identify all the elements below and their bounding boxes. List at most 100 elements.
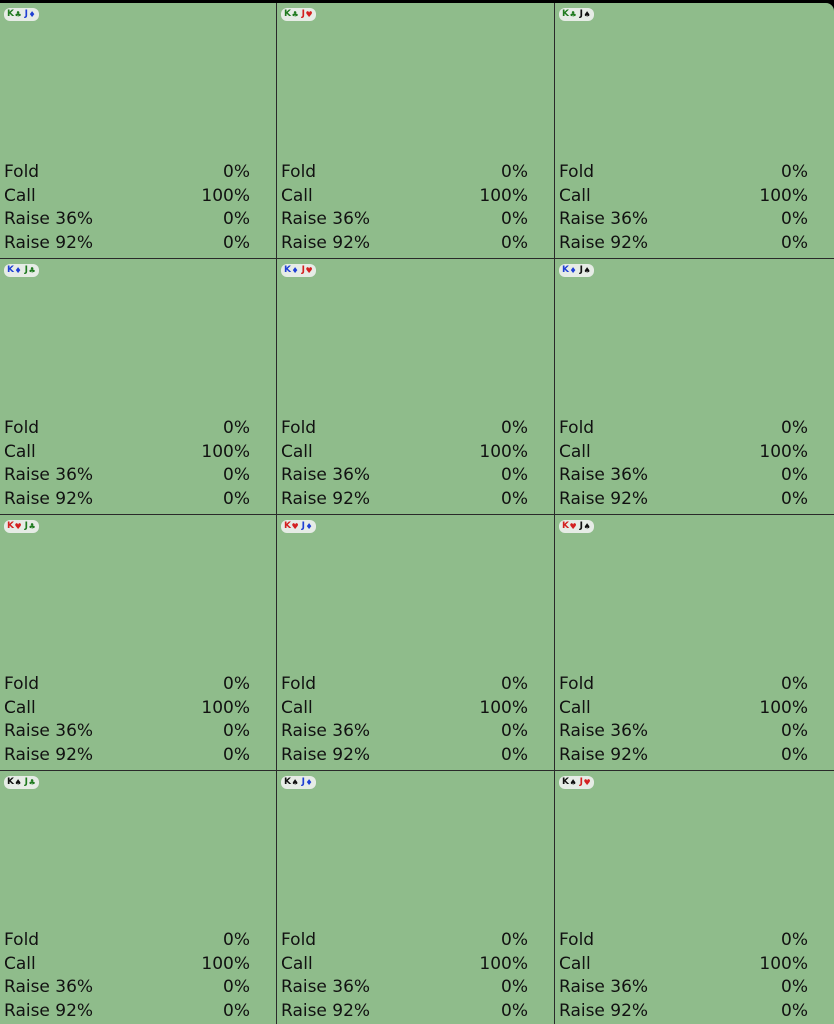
action-row: Call 100%: [559, 185, 808, 209]
club-suit-icon: ♣: [569, 10, 577, 19]
action-row: Fold 0%: [559, 929, 808, 953]
action-label: Raise 36%: [4, 721, 94, 741]
action-percentage: 100%: [479, 441, 528, 462]
card: K ♥: [562, 520, 577, 533]
hand-badge: K ♥ J ♦: [281, 520, 316, 533]
action-label: Call: [4, 441, 36, 462]
combo-cell[interactable]: K ♣ J ♦ Fold 0% Call 100% Raise 36% 0% Raise 92% 0%: [0, 3, 277, 259]
card-rank: K: [562, 9, 569, 19]
action-label: Raise 92%: [4, 232, 94, 253]
action-percentage: 0%: [223, 721, 250, 741]
card: K ♥: [284, 520, 299, 533]
club-suit-icon: ♣: [28, 266, 36, 275]
action-row: Raise 92% 0%: [559, 744, 808, 768]
action-row: Call 100%: [4, 697, 250, 721]
card-rank: J: [301, 521, 306, 531]
combo-cell[interactable]: K ♥ J ♠ Fold 0% Call 100% Raise 36% 0% Raise 92% 0%: [555, 515, 834, 771]
combo-cell[interactable]: K ♠ J ♦ Fold 0% Call 100% Raise 36% 0% Raise 92% 0%: [277, 771, 555, 1024]
card-rank: J: [24, 9, 29, 19]
action-percentage: 100%: [759, 441, 808, 462]
card-rank: K: [562, 521, 569, 531]
action-row: Fold 0%: [559, 417, 808, 441]
card: K ♠: [7, 776, 22, 789]
action-percentage: 0%: [501, 930, 528, 950]
action-label: Fold: [559, 162, 595, 182]
action-label: Raise 36%: [4, 977, 94, 997]
action-percentage: 0%: [501, 744, 528, 765]
action-percentage: 100%: [759, 953, 808, 974]
action-row: Raise 92% 0%: [4, 488, 250, 512]
action-row: Fold 0%: [281, 929, 528, 953]
action-label: Call: [4, 697, 36, 718]
action-label: Fold: [559, 930, 595, 950]
card: J ♦: [302, 520, 313, 533]
spade-suit-icon: ♠: [291, 778, 299, 787]
card-rank: J: [579, 777, 584, 787]
action-row: Raise 36% 0%: [281, 720, 528, 744]
action-percentage: 0%: [223, 674, 250, 694]
hand-badge: K ♦ J ♣: [4, 264, 39, 277]
combo-cell[interactable]: K ♥ J ♦ Fold 0% Call 100% Raise 36% 0% Raise 92% 0%: [277, 515, 555, 771]
action-row: Call 100%: [559, 441, 808, 465]
action-row: Fold 0%: [4, 161, 250, 185]
action-row: Raise 36% 0%: [559, 464, 808, 488]
combo-cell[interactable]: K ♠ J ♣ Fold 0% Call 100% Raise 36% 0% Raise 92% 0%: [0, 771, 277, 1024]
action-label: Call: [281, 185, 313, 206]
diamond-suit-icon: ♦: [14, 266, 22, 275]
diamond-suit-icon: ♦: [28, 10, 36, 19]
action-percentage: 100%: [479, 697, 528, 718]
action-percentage: 0%: [501, 721, 528, 741]
action-frequencies: Fold 0% Call 100% Raise 36% 0% Raise 92% 0%: [4, 417, 250, 511]
spade-suit-icon: ♠: [583, 10, 591, 19]
action-percentage: 0%: [781, 721, 808, 741]
action-percentage: 0%: [781, 744, 808, 765]
card-rank: J: [24, 265, 29, 275]
combo-cell[interactable]: K ♣ J ♥ Fold 0% Call 100% Raise 36% 0% Raise 92% 0%: [277, 3, 555, 259]
card: J ♠: [580, 8, 591, 21]
combo-cell[interactable]: K ♥ J ♣ Fold 0% Call 100% Raise 36% 0% Raise 92% 0%: [0, 515, 277, 771]
action-percentage: 100%: [759, 185, 808, 206]
action-percentage: 100%: [201, 185, 250, 206]
combo-cell[interactable]: K ♦ J ♣ Fold 0% Call 100% Raise 36% 0% Raise 92% 0%: [0, 259, 277, 515]
hand-badge: K ♠ J ♣: [4, 776, 39, 789]
action-row: Call 100%: [281, 953, 528, 977]
action-row: Call 100%: [4, 185, 250, 209]
action-percentage: 0%: [223, 744, 250, 765]
action-label: Raise 92%: [559, 232, 649, 253]
card-rank: K: [7, 265, 14, 275]
action-label: Call: [559, 185, 591, 206]
action-percentage: 0%: [501, 465, 528, 485]
card: K ♠: [562, 776, 577, 789]
combo-cell[interactable]: K ♦ J ♠ Fold 0% Call 100% Raise 36% 0% Raise 92% 0%: [555, 259, 834, 515]
action-label: Fold: [281, 930, 317, 950]
action-label: Raise 36%: [559, 721, 649, 741]
action-percentage: 0%: [781, 162, 808, 182]
action-row: Call 100%: [281, 441, 528, 465]
combo-cell[interactable]: K ♠ J ♥ Fold 0% Call 100% Raise 36% 0% Raise 92% 0%: [555, 771, 834, 1024]
action-label: Fold: [4, 162, 40, 182]
action-row: Raise 92% 0%: [559, 1000, 808, 1024]
action-row: Fold 0%: [4, 929, 250, 953]
card: K ♣: [284, 8, 299, 21]
combo-cell[interactable]: K ♦ J ♥ Fold 0% Call 100% Raise 36% 0% Raise 92% 0%: [277, 259, 555, 515]
action-percentage: 0%: [223, 209, 250, 229]
action-label: Fold: [281, 418, 317, 438]
action-label: Raise 36%: [281, 721, 371, 741]
action-percentage: 0%: [223, 418, 250, 438]
combo-cell[interactable]: K ♣ J ♠ Fold 0% Call 100% Raise 36% 0% Raise 92% 0%: [555, 3, 834, 259]
heart-suit-icon: ♥: [583, 778, 591, 787]
action-percentage: 0%: [501, 162, 528, 182]
spade-suit-icon: ♠: [583, 266, 591, 275]
card-rank: K: [562, 777, 569, 787]
action-row: Raise 36% 0%: [281, 976, 528, 1000]
action-label: Fold: [4, 930, 40, 950]
action-percentage: 0%: [223, 162, 250, 182]
card: J ♣: [25, 264, 36, 277]
action-percentage: 0%: [223, 465, 250, 485]
card-rank: K: [7, 521, 14, 531]
action-row: Raise 92% 0%: [559, 232, 808, 256]
action-frequencies: Fold 0% Call 100% Raise 36% 0% Raise 92% 0%: [4, 673, 250, 767]
heart-suit-icon: ♥: [291, 522, 299, 531]
action-row: Call 100%: [559, 697, 808, 721]
action-percentage: 100%: [201, 697, 250, 718]
